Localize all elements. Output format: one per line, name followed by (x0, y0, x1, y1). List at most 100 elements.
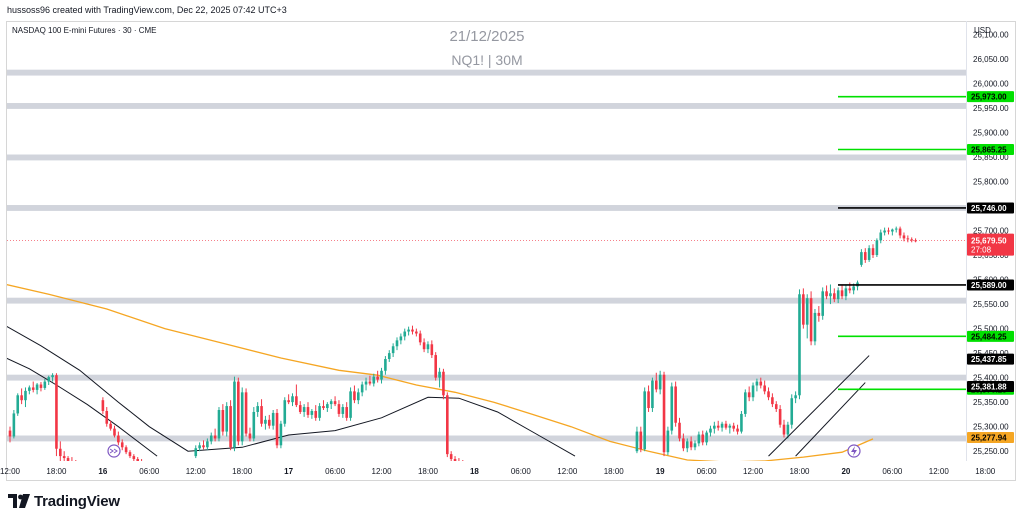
candle (539, 480, 542, 485)
level-price-label-text: 25,865.25 (971, 145, 1007, 154)
candle-body (863, 252, 867, 260)
candle (840, 284, 844, 300)
countdown-text: 27:08 (971, 246, 992, 255)
candle (128, 450, 132, 459)
event-marker-arrow-icon (107, 444, 121, 458)
candle-body (682, 438, 685, 449)
candle-body (685, 441, 689, 449)
x-tick-label: 12:00 (186, 467, 207, 476)
candle (62, 451, 66, 461)
candle (434, 352, 437, 381)
level-price-label-bg (967, 91, 1014, 103)
candle (279, 420, 283, 449)
candle-body (774, 404, 778, 410)
y-tick-label: 26,100.00 (973, 30, 1009, 39)
candle (453, 456, 457, 461)
candle (337, 400, 341, 417)
level-price-label: 25,484.25 (967, 330, 1014, 342)
candle (763, 380, 766, 395)
candle-body (489, 469, 492, 470)
candle-body (39, 384, 43, 388)
candle (790, 394, 794, 429)
candle-body (101, 400, 105, 411)
candle-body (175, 471, 178, 472)
candle-body (418, 333, 422, 343)
candle (24, 387, 27, 408)
price-chart[interactable]: 26,100.00 26,050.00 26,000.00 25,950.00 25,9… (0, 0, 1024, 490)
current-price-bg (967, 233, 1014, 256)
candle-body (225, 406, 229, 432)
candle-body (554, 486, 557, 487)
candle-body (705, 432, 708, 443)
candle (891, 228, 894, 236)
event-marker-bolt (851, 446, 857, 456)
candle (314, 405, 318, 421)
candle-body (260, 406, 263, 424)
candle-body (275, 412, 279, 446)
candle-body (805, 298, 809, 325)
candle-body (643, 391, 646, 450)
candle-body (43, 381, 47, 388)
candle (844, 285, 848, 301)
candle (399, 333, 403, 345)
candle-body (376, 376, 379, 380)
candle (786, 421, 790, 439)
candle-body (520, 477, 523, 478)
candle (817, 306, 821, 322)
candle (654, 372, 658, 393)
candle-body (368, 381, 372, 384)
candle (798, 289, 801, 400)
currency-label[interactable]: USD (974, 26, 991, 35)
candle-body (229, 406, 232, 448)
candle (465, 461, 468, 466)
candle-body (809, 298, 813, 342)
candle (674, 381, 677, 427)
candle (248, 427, 252, 442)
candle (267, 414, 271, 429)
candle-body (164, 468, 167, 469)
x-tick-label: 12:00 (0, 467, 21, 476)
candle (237, 377, 240, 446)
price-axis-divider (966, 21, 967, 461)
candle (481, 465, 484, 470)
candle (221, 404, 225, 436)
candle (825, 285, 828, 300)
candle (28, 385, 31, 395)
candle-body (364, 381, 368, 385)
candle-body (411, 329, 414, 332)
candle (809, 291, 813, 346)
tradingview-logo[interactable]: TradingView (8, 491, 120, 511)
candle-body (728, 425, 732, 428)
candle (558, 485, 561, 490)
candle (829, 284, 832, 305)
candle (283, 397, 287, 427)
candle-body (202, 445, 205, 448)
zone-band (7, 103, 966, 109)
candle (35, 383, 39, 395)
level-price-label-text: 25,973.00 (971, 93, 1007, 102)
x-tick-label: 20 (841, 467, 850, 476)
candle-body (871, 248, 875, 256)
event-marker-chevrons (109, 448, 118, 454)
candle (678, 417, 681, 442)
candle-body (720, 423, 724, 428)
candle (906, 235, 910, 243)
candle (298, 401, 302, 414)
candle (329, 399, 333, 410)
candle-body (341, 407, 345, 414)
candle (462, 460, 464, 461)
candle-body (883, 230, 886, 233)
candle (693, 440, 697, 451)
x-tick-label: 17 (284, 467, 293, 476)
candle-body (879, 232, 883, 241)
candle-body (527, 479, 530, 480)
candle (164, 466, 167, 471)
candle (407, 326, 410, 336)
candle (848, 282, 852, 294)
candle (252, 407, 256, 442)
line-price-label-text: 25,277.94 (971, 433, 1007, 442)
candle (867, 245, 871, 262)
candle-body (279, 423, 283, 446)
candle-body (78, 463, 81, 464)
trend-line (795, 382, 866, 457)
